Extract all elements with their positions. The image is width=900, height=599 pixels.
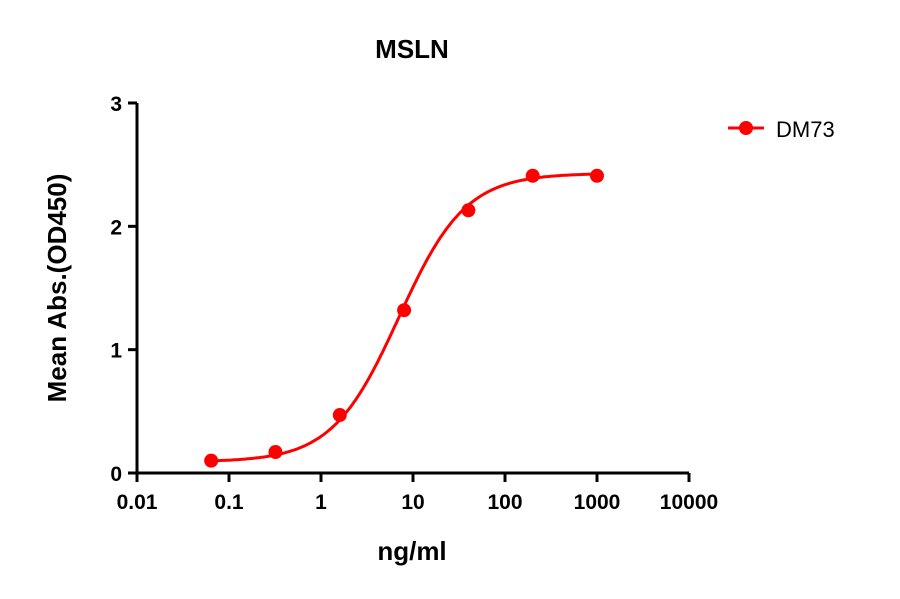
data-point bbox=[590, 168, 604, 183]
fit-curve bbox=[211, 172, 598, 463]
x-tick-label: 100 bbox=[487, 491, 522, 514]
data-point bbox=[397, 303, 412, 318]
plot-area bbox=[204, 168, 604, 468]
y-tick-label: 0 bbox=[110, 463, 122, 486]
legend: DM73 bbox=[728, 117, 835, 142]
data-point bbox=[268, 445, 283, 460]
data-point bbox=[332, 408, 347, 423]
y-axis-label: Mean Abs.(OD450) bbox=[42, 174, 72, 403]
data-point bbox=[204, 453, 219, 468]
data-point bbox=[461, 203, 476, 218]
legend-label: DM73 bbox=[776, 117, 835, 142]
x-tick-label: 1 bbox=[315, 491, 327, 514]
y-tick-label: 3 bbox=[110, 93, 122, 116]
x-tick-label: 10000 bbox=[660, 491, 718, 514]
x-tick-label: 10 bbox=[401, 491, 424, 514]
y-tick-label: 2 bbox=[110, 216, 122, 239]
data-point bbox=[525, 168, 540, 183]
chart-title: MSLN bbox=[375, 34, 449, 64]
legend-marker bbox=[739, 121, 753, 135]
y-tick-label: 1 bbox=[110, 340, 122, 363]
axes: 0.01 0.1 1 10 100 1000 10000 0 1 2 3 bbox=[110, 93, 718, 514]
x-tick-label: 1000 bbox=[574, 491, 621, 514]
x-tick-label: 0.01 bbox=[117, 491, 158, 514]
x-tick-label: 0.1 bbox=[214, 491, 244, 514]
x-axis-label: ng/ml bbox=[377, 536, 446, 566]
